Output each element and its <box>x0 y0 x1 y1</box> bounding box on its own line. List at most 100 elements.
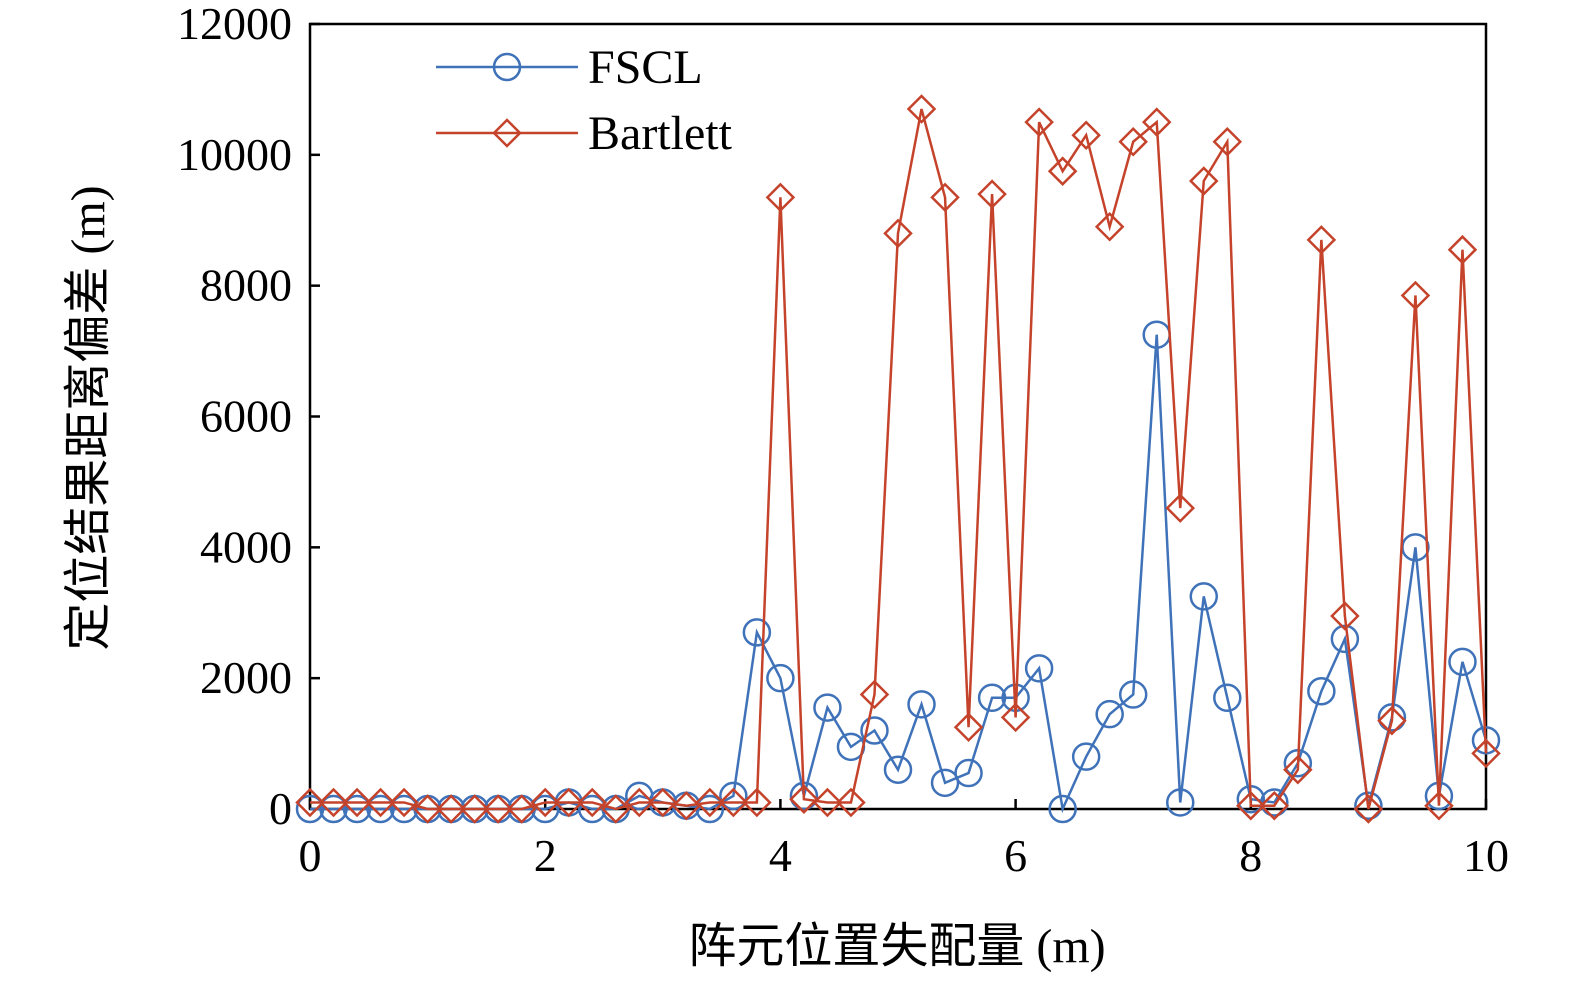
data-point <box>860 716 889 745</box>
data-point <box>930 182 960 213</box>
data-point <box>1471 738 1501 769</box>
x-tick-label: 10 <box>1463 830 1509 881</box>
data-point <box>342 787 372 818</box>
data-point <box>883 755 913 784</box>
data-point <box>765 182 796 213</box>
y-tick-label: 12000 <box>177 0 292 49</box>
data-point <box>1448 647 1477 677</box>
data-point <box>436 794 466 824</box>
y-tick-label: 4000 <box>200 521 292 572</box>
y-tick-label: 6000 <box>200 391 292 442</box>
y-axis: 0 2000 4000 6000 8000 10000 12000 <box>177 0 320 834</box>
data-point <box>648 787 678 818</box>
data-point <box>1212 126 1243 157</box>
series-layer <box>295 94 1501 824</box>
legend-entry: Bartlett <box>436 107 733 160</box>
data-point <box>977 179 1007 209</box>
data-point <box>883 218 913 249</box>
y-tick-label: 2000 <box>200 652 292 703</box>
data-point <box>624 787 655 818</box>
data-point <box>742 618 772 647</box>
data-point <box>1094 212 1125 242</box>
legend-marker <box>492 118 522 148</box>
data-point <box>318 787 349 818</box>
data-point <box>1024 107 1054 137</box>
data-point <box>1189 582 1219 611</box>
data-point <box>836 787 866 818</box>
data-point <box>742 787 772 818</box>
data-point <box>1400 280 1431 311</box>
x-tick-label: 6 <box>1004 830 1027 881</box>
data-point <box>483 794 513 824</box>
data-point <box>954 758 983 788</box>
data-point <box>789 784 819 814</box>
data-point <box>389 787 419 818</box>
legend-marker <box>492 52 522 82</box>
data-point <box>1330 601 1360 631</box>
data-point <box>1236 790 1266 821</box>
y-tick-label: 10000 <box>177 129 292 180</box>
data-point <box>1048 794 1077 824</box>
data-point <box>1447 234 1478 265</box>
data-point <box>953 712 984 742</box>
data-point <box>577 787 608 818</box>
data-point <box>1165 493 1196 523</box>
data-point <box>506 794 537 824</box>
data-point <box>1377 705 1407 736</box>
y-tick-label: 8000 <box>200 260 292 311</box>
data-point <box>930 768 960 798</box>
data-point <box>1354 791 1383 820</box>
data-point <box>342 794 372 824</box>
series-line <box>310 334 1488 814</box>
data-point <box>1024 654 1054 683</box>
data-point <box>366 794 395 824</box>
data-point <box>389 794 419 824</box>
x-tick-label: 0 <box>299 830 322 881</box>
data-point <box>671 790 702 821</box>
x-axis-title: 阵元位置失配量 (m) <box>688 920 1105 973</box>
x-tick-label: 8 <box>1239 830 1262 881</box>
data-point <box>1118 680 1148 709</box>
data-point <box>718 787 749 818</box>
data-point <box>977 683 1007 713</box>
data-point <box>1141 107 1172 137</box>
y-tick-label: 0 <box>269 783 292 834</box>
legend: FSCL Bartlett <box>436 41 733 160</box>
x-tick-label: 4 <box>769 830 792 881</box>
data-point <box>600 794 631 824</box>
series-line <box>310 108 1488 811</box>
legend-label: Bartlett <box>588 107 733 160</box>
data-point <box>553 787 584 818</box>
data-point <box>295 787 325 818</box>
data-point <box>906 94 937 124</box>
data-point <box>1307 677 1336 706</box>
data-point <box>859 679 890 710</box>
data-point <box>319 794 348 824</box>
data-point <box>1000 702 1031 733</box>
data-point <box>1071 742 1101 771</box>
data-point <box>907 690 936 719</box>
legend-entry: FSCL <box>436 41 703 94</box>
data-point <box>1188 166 1219 196</box>
data-point <box>1071 120 1101 150</box>
data-point <box>813 693 842 722</box>
data-point <box>577 794 607 824</box>
data-point <box>412 794 443 824</box>
y-axis-title: 定位结果距离偏差 (m) <box>62 185 115 650</box>
data-point <box>1283 754 1313 785</box>
data-point <box>1306 225 1337 255</box>
data-point <box>295 794 325 824</box>
data-point <box>766 663 795 693</box>
data-point <box>1047 156 1078 186</box>
data-point <box>719 781 748 811</box>
data-point <box>365 787 396 818</box>
series-fscl <box>295 320 1501 824</box>
data-point <box>1424 790 1454 821</box>
data-point <box>1353 794 1384 824</box>
data-point <box>1213 683 1242 713</box>
data-point <box>1165 788 1195 817</box>
data-point <box>695 787 725 818</box>
legend-label: FSCL <box>588 41 703 94</box>
data-point <box>812 787 843 818</box>
